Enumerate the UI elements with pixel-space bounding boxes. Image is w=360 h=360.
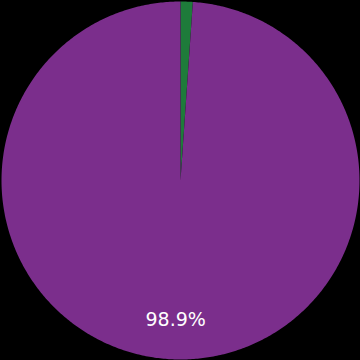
svg-text:98.9%: 98.9% xyxy=(145,308,205,330)
